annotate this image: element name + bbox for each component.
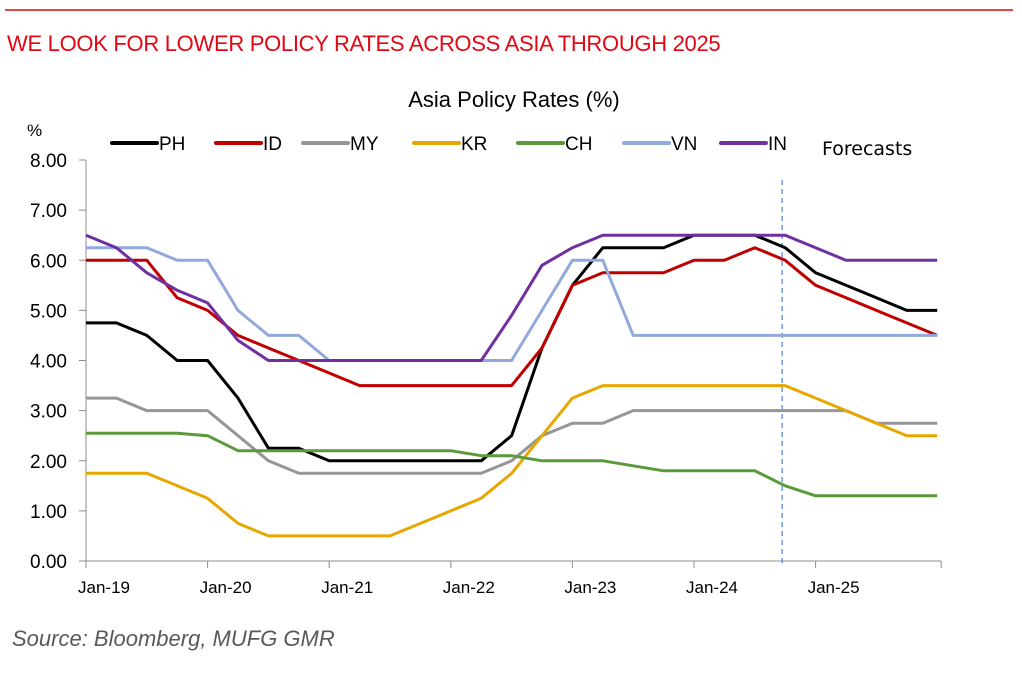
axes: 0.00 1.00 2.00 3.00 4.00 5.00 6.00 7.00 8.00 Jan-… [30,151,942,597]
x-tick-label: Jan-23 [564,578,616,597]
y-tick-label: 7.00 [30,201,67,222]
y-tick-label: 2.00 [30,452,67,473]
y-tick-label: 8.00 [30,151,67,172]
chart-title: Asia Policy Rates (%) [408,87,620,112]
legend-label-kr: KR [461,134,487,155]
x-tick-label: Jan-19 [78,578,130,597]
x-tick-label: Jan-24 [686,578,738,597]
legend: PH ID MY KR CH VN IN [110,134,787,155]
legend-label-ph: PH [159,134,185,155]
legend-label-vn: VN [671,134,697,155]
y-tick-label: 3.00 [30,402,67,423]
x-tick-label: Jan-20 [200,578,252,597]
series-line-ph [86,233,938,463]
series-line-kr [86,384,938,538]
y-tick-label: 1.00 [30,502,67,523]
legend-label-id: ID [263,134,282,155]
series-line-vn [86,246,938,362]
y-axis-unit-label: % [27,121,42,140]
legend-label-in: IN [768,134,787,155]
y-tick-label: 5.00 [30,301,67,322]
series-lines [85,233,938,538]
top-rule [5,9,1013,11]
y-tick-label: 0.00 [30,552,67,573]
y-tick-label: 4.00 [30,352,67,373]
x-tick-label: Jan-21 [321,578,373,597]
series-line-in [85,233,938,362]
forecasts-annotation: Forecasts [822,138,912,160]
series-line-my [86,396,938,475]
x-tick-label: Jan-22 [443,578,495,597]
x-tick-label: Jan-25 [808,578,860,597]
headline: WE LOOK FOR LOWER POLICY RATES ACROSS AS… [7,31,721,56]
source-note: Source: Bloomberg, MUFG GMR [12,626,335,651]
series-line-ch [86,431,938,498]
legend-label-my: MY [350,134,379,155]
legend-label-ch: CH [565,134,592,155]
y-tick-label: 6.00 [30,251,67,272]
